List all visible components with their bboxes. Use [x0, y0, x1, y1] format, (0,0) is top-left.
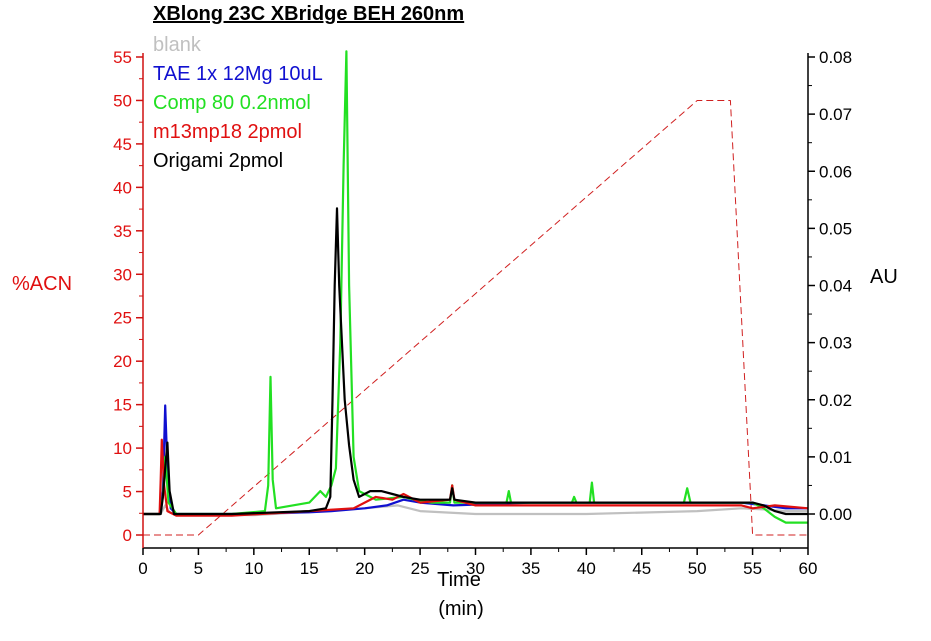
legend-entry: blank: [153, 34, 202, 56]
legend-entry: Comp 80 0.2nmol: [153, 92, 311, 114]
x-tick-label: 35: [521, 559, 540, 578]
y-left-tick-label: 20: [113, 352, 132, 371]
y-left-tick-label: 25: [113, 309, 132, 328]
legend: blank TAE 1x 12Mg 10uL Comp 80 0.2nmol m13m…: [153, 34, 323, 172]
y-right-axis-ticks: 0.00 0.01 0.02 0.03 0.04 0.05 0.06 0.07 0.08: [808, 48, 852, 524]
x-tick-label: 45: [632, 559, 651, 578]
legend-entry: m13mp18 2pmol: [153, 121, 302, 143]
y-right-tick-label: 0.02: [819, 391, 852, 410]
chart-title: XBlong 23C XBridge BEH 260nm: [153, 3, 464, 25]
y-right-tick-label: 0.07: [819, 105, 852, 124]
x-tick-label: 20: [355, 559, 374, 578]
x-tick-label: 30: [466, 559, 485, 578]
x-axis-title-line-1: Time: [437, 569, 481, 591]
legend-entry: Origami 2pmol: [153, 150, 283, 172]
y-right-tick-label: 0.05: [819, 219, 852, 238]
x-tick-label: 55: [743, 559, 762, 578]
y-left-tick-label: 40: [113, 178, 132, 197]
y-left-tick-label: 10: [113, 439, 132, 458]
x-tick-label: 50: [688, 559, 707, 578]
x-axis-ticks: 0 5 10 15 20 25 30 35 40 45 50 55 60: [138, 548, 817, 578]
y-right-tick-label: 0.04: [819, 277, 852, 296]
y-right-tick-label: 0.08: [819, 48, 852, 67]
y-left-tick-label: 50: [113, 91, 132, 110]
y-left-axis-title: %ACN: [12, 273, 72, 295]
y-right-tick-label: 0.00: [819, 505, 852, 524]
y-right-axis-title: AU: [870, 266, 898, 288]
y-left-tick-label: 55: [113, 48, 132, 67]
y-right-tick-label: 0.01: [819, 448, 852, 467]
x-axis-title-line-2: (min): [438, 598, 484, 620]
legend-entry: TAE 1x 12Mg 10uL: [153, 63, 323, 85]
y-left-tick-label: 0: [123, 526, 132, 545]
y-left-tick-label: 5: [123, 483, 132, 502]
x-tick-label: 40: [577, 559, 596, 578]
y-left-axis-ticks: 0 5 10 15 20 25 30 35 40 45 50 55: [113, 48, 143, 545]
x-tick-label: 25: [411, 559, 430, 578]
x-tick-label: 10: [244, 559, 263, 578]
y-right-tick-label: 0.03: [819, 334, 852, 353]
series-line: [143, 404, 808, 516]
series-gradient-acn: [143, 100, 808, 536]
y-left-tick-label: 30: [113, 265, 132, 284]
y-left-tick-label: 15: [113, 396, 132, 415]
series-line: [143, 438, 809, 517]
y-right-tick-label: 0.06: [819, 162, 852, 181]
plot-series: [143, 50, 809, 536]
y-left-tick-label: 35: [113, 222, 132, 241]
x-tick-label: 5: [194, 559, 203, 578]
series-line: [143, 207, 808, 516]
x-tick-label: 0: [138, 559, 147, 578]
x-tick-label: 60: [799, 559, 818, 578]
x-tick-label: 15: [300, 559, 319, 578]
y-left-tick-label: 45: [113, 135, 132, 154]
